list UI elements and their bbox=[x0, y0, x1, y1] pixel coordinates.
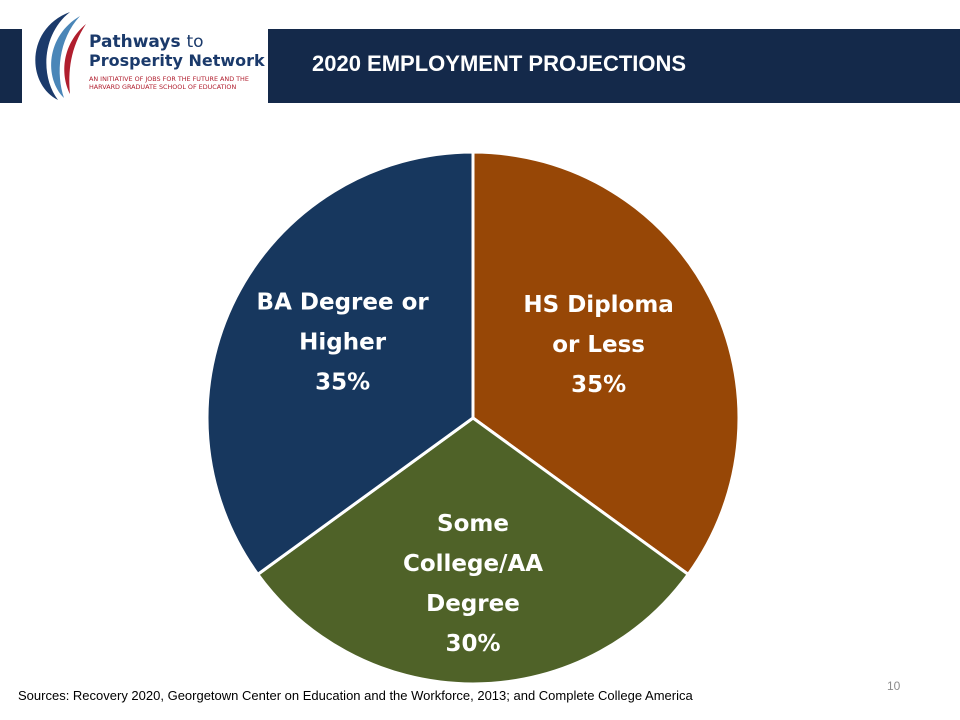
slice-label: HS Diploma or Less 35% bbox=[523, 292, 673, 398]
logo-tagline: AN INITIATIVE OF JOBS FOR THE FUTURE AND… bbox=[89, 75, 249, 91]
slice-category-label: Higher bbox=[299, 330, 387, 356]
pie-slice bbox=[471, 150, 741, 577]
page-number: 10 bbox=[887, 679, 901, 693]
slice-label: Some College/AA Degree 30% bbox=[403, 511, 543, 657]
slice-value-label: 30% bbox=[445, 631, 500, 657]
slice-label: BA Degree or Higher 35% bbox=[257, 290, 430, 396]
slice-category-label: or Less bbox=[552, 332, 645, 358]
slice-category-label: Some bbox=[437, 511, 509, 537]
logo-swoosh-icon bbox=[35, 12, 86, 100]
pie-slice bbox=[255, 416, 691, 686]
slice-category-label: HS Diploma bbox=[523, 292, 673, 318]
pie-slice bbox=[205, 150, 475, 577]
logo-line2: Prosperity Network bbox=[89, 51, 265, 70]
logo-line1: Pathways to bbox=[89, 32, 204, 52]
logo: Pathways to Prosperity Network AN INITIA… bbox=[22, 4, 268, 103]
slice-value-label: 35% bbox=[315, 370, 370, 396]
page-title: 2020 EMPLOYMENT PROJECTIONS bbox=[312, 51, 687, 76]
slice-category-label: College/AA bbox=[403, 551, 543, 577]
source-note: Sources: Recovery 2020, Georgetown Cente… bbox=[18, 688, 693, 703]
slice-category-label: BA Degree or bbox=[257, 290, 430, 316]
slice-value-label: 35% bbox=[571, 372, 626, 398]
slice-category-label: Degree bbox=[426, 591, 520, 617]
